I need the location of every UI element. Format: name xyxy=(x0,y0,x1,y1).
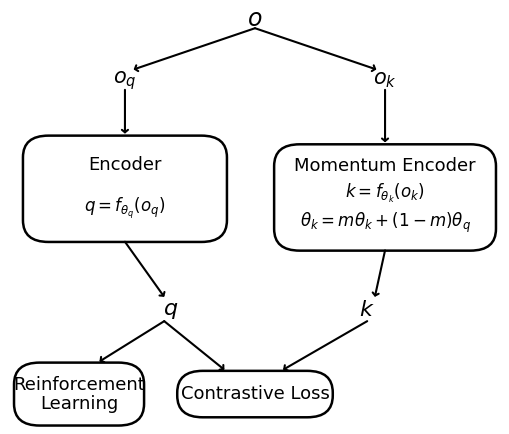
FancyBboxPatch shape xyxy=(177,371,332,418)
FancyBboxPatch shape xyxy=(14,363,144,425)
Text: $o_k$: $o_k$ xyxy=(373,70,396,90)
Text: $k = f_{\theta_k}(o_k)$: $k = f_{\theta_k}(o_k)$ xyxy=(345,181,424,205)
Text: $\theta_k = m\theta_k + (1-m)\theta_q$: $\theta_k = m\theta_k + (1-m)\theta_q$ xyxy=(299,210,470,235)
Text: Learning: Learning xyxy=(40,395,118,413)
Text: Contrastive Loss: Contrastive Loss xyxy=(180,385,329,403)
Text: $k$: $k$ xyxy=(359,299,374,321)
FancyBboxPatch shape xyxy=(23,135,227,242)
FancyBboxPatch shape xyxy=(274,144,495,250)
Text: $q$: $q$ xyxy=(163,299,178,321)
Text: Encoder: Encoder xyxy=(88,156,161,174)
Text: Momentum Encoder: Momentum Encoder xyxy=(294,157,475,175)
Text: $o_q$: $o_q$ xyxy=(113,69,136,92)
Text: $q = f_{\theta_q}(o_q)$: $q = f_{\theta_q}(o_q)$ xyxy=(84,196,165,221)
Text: $o$: $o$ xyxy=(247,8,262,31)
Text: Reinforcement: Reinforcement xyxy=(13,375,145,394)
